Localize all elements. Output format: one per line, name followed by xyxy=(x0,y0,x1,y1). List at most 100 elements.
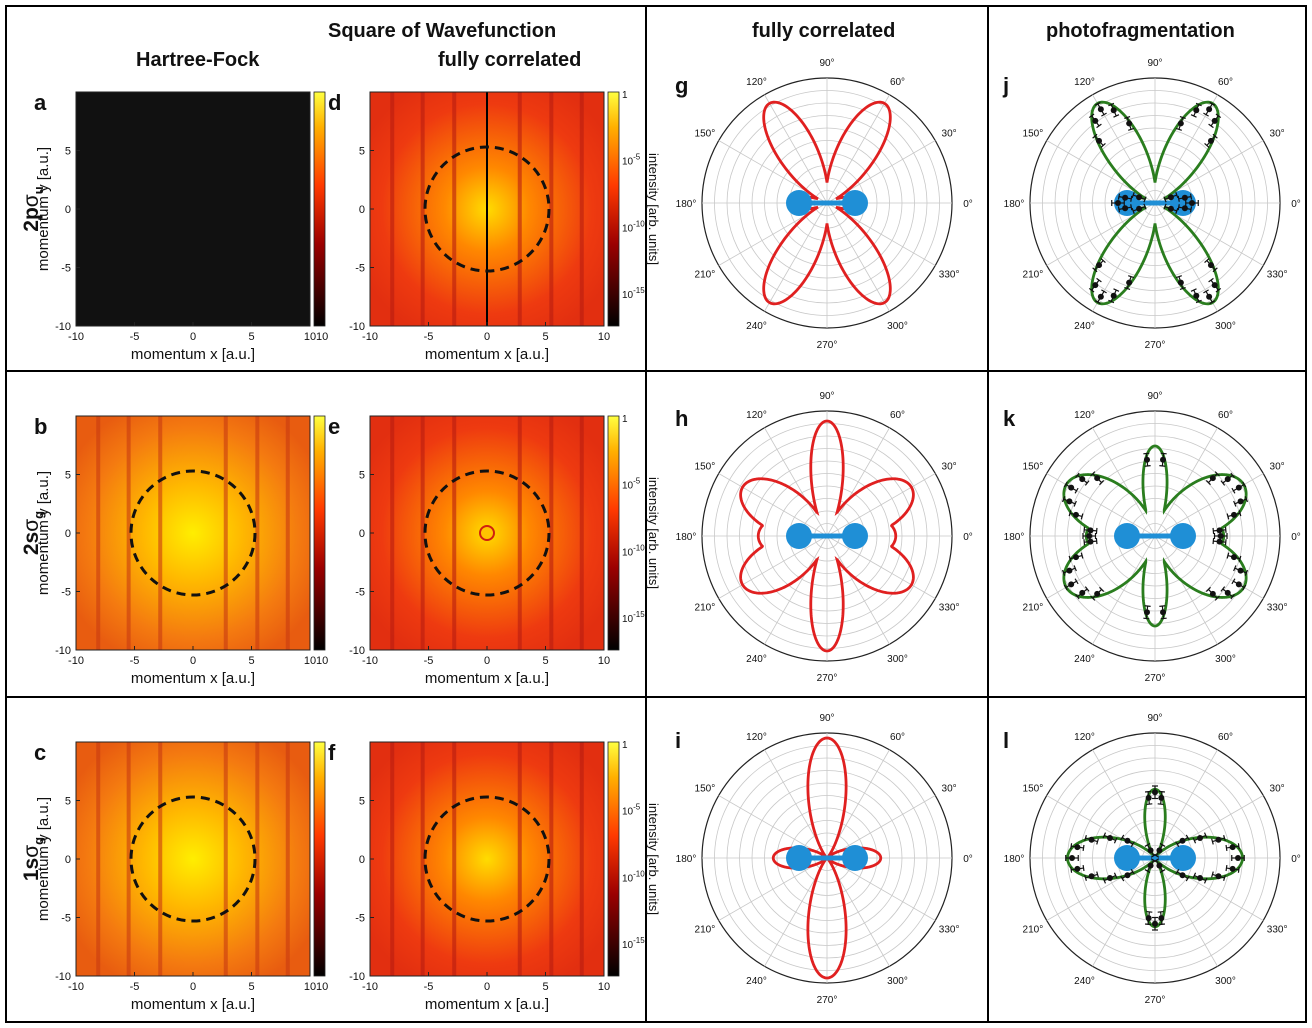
data-point xyxy=(1136,205,1143,212)
x-tick-label: -10 xyxy=(362,981,378,993)
error-cap xyxy=(1185,834,1190,841)
header-hartree-fock: Hartree-Fock xyxy=(136,49,260,71)
data-point xyxy=(1193,107,1200,114)
polar-angle-label: 240° xyxy=(1074,321,1095,332)
polar-spoke xyxy=(1092,427,1156,537)
error-cap xyxy=(1195,102,1202,107)
y-tick-label: -10 xyxy=(349,645,365,657)
error-cap xyxy=(1094,101,1101,106)
error-cap xyxy=(1130,204,1133,211)
error-cap xyxy=(1220,586,1226,592)
error-cap xyxy=(1211,871,1214,878)
data-point xyxy=(1092,282,1099,289)
polar-angle-label: 0° xyxy=(1291,854,1301,865)
polar-angle-label: 0° xyxy=(963,854,973,865)
data-point xyxy=(1167,194,1174,201)
error-cap xyxy=(1175,841,1180,847)
error-cap xyxy=(1204,143,1210,148)
error-cap xyxy=(1100,258,1106,263)
error-cap xyxy=(1242,481,1247,488)
orbital-label-text: 2sσg xyxy=(20,511,46,555)
polar-angle-label: 0° xyxy=(1291,532,1301,543)
y-axis-label-group: momentum y [a.u.] xyxy=(35,147,52,271)
data-point xyxy=(1197,875,1204,882)
polar-angle-label: 330° xyxy=(1267,925,1288,936)
heatmap-stripe xyxy=(517,92,522,326)
error-cap xyxy=(1082,844,1085,852)
polar-angle-label: 240° xyxy=(1074,654,1095,665)
heatmap-panel-b: b -10 -5 0 5 10 5 0 -5 -10 momentum x [a.u.] moment… xyxy=(34,414,328,687)
error-cap xyxy=(1224,539,1227,546)
x-tick-label: 5 xyxy=(542,981,548,993)
colorbar-tick-label: 1 xyxy=(622,740,628,751)
polar-spoke xyxy=(1154,473,1264,537)
error-cap xyxy=(1096,871,1099,878)
colorbar xyxy=(313,91,326,327)
error-cap xyxy=(1203,289,1209,294)
colorbar xyxy=(607,415,620,651)
error-cap xyxy=(1212,267,1218,273)
error-cap xyxy=(1204,258,1210,263)
x-tick-label: 5 xyxy=(248,331,254,343)
data-point xyxy=(1145,794,1152,801)
colorbar-tick-label: 10-15 xyxy=(622,610,645,625)
x-tick-label: -5 xyxy=(424,331,434,343)
heatmap-stripe xyxy=(96,416,101,650)
colorbar-tick-label: 10-5 xyxy=(622,477,641,492)
colorbar-tick-label: 10-15 xyxy=(622,286,645,301)
y-tick-label: 5 xyxy=(359,146,365,158)
header-fully-correlated-polar: fully correlated xyxy=(752,20,895,42)
error-cap xyxy=(1124,115,1131,119)
error-cap xyxy=(1185,875,1190,882)
data-point xyxy=(1088,836,1095,843)
error-cap xyxy=(1208,123,1214,129)
x-axis-label: momentum x [a.u.] xyxy=(425,346,549,363)
y-tick-label: 5 xyxy=(359,796,365,808)
panel-frames xyxy=(5,5,1307,1023)
x-tick-label: 0 xyxy=(484,981,490,993)
heatmap-stripe xyxy=(390,416,395,650)
data-point xyxy=(1206,106,1213,113)
heatmap-stripe xyxy=(255,416,260,650)
colorbar xyxy=(313,415,326,651)
y-tick-label: 0 xyxy=(359,204,365,216)
error-cap xyxy=(1192,872,1197,879)
data-point xyxy=(1136,194,1143,201)
error-cap xyxy=(1144,790,1152,793)
polar-angle-label: 0° xyxy=(963,199,973,210)
panel-letter-j: j xyxy=(1002,73,1009,98)
polar-angle-label: 180° xyxy=(1004,854,1025,865)
y-tick-label: -5 xyxy=(61,913,71,925)
polar-angle-label: 30° xyxy=(942,462,957,473)
molecule-atom-left xyxy=(786,845,812,871)
error-cap xyxy=(1163,196,1167,203)
data-point xyxy=(1147,862,1154,869)
polar-angle-label: 180° xyxy=(676,199,697,210)
polar-angle-label: 120° xyxy=(1074,77,1095,88)
data-point xyxy=(1066,567,1073,574)
panel-letter-f: f xyxy=(328,740,336,765)
heatmap-panel-d: d -10 -5 0 5 10 5 0 -5 -10 momentum x [a.u.] 1 10-5 1… xyxy=(328,90,661,363)
data-point xyxy=(1181,205,1188,212)
data-point xyxy=(1087,538,1094,545)
polar-angle-label: 90° xyxy=(819,58,834,69)
error-cap xyxy=(1160,617,1167,620)
polar-angle-label: 210° xyxy=(1023,270,1044,281)
error-cap xyxy=(1175,869,1180,875)
data-point xyxy=(1167,205,1174,212)
y-axis-label: momentum y [a.u.] xyxy=(35,797,52,921)
panel-letter-k: k xyxy=(1003,406,1016,431)
heatmap-panel-a: a -10 -5 0 5 10 5 0 -5 -10 momentum x [a.u.] moment… xyxy=(34,90,328,363)
polar-angle-label: 30° xyxy=(942,129,957,140)
data-point xyxy=(1177,279,1184,286)
error-cap xyxy=(1108,102,1115,107)
error-cap xyxy=(1190,114,1197,118)
data-point xyxy=(1207,137,1214,144)
error-cap xyxy=(1159,465,1166,467)
error-cap xyxy=(1205,480,1211,486)
polar-angle-label: 30° xyxy=(1270,129,1285,140)
heatmap-stripe xyxy=(452,92,457,326)
error-cap xyxy=(1084,480,1090,486)
polar-curve xyxy=(771,736,883,980)
orbital-label-2: 1sσg xyxy=(20,837,46,881)
